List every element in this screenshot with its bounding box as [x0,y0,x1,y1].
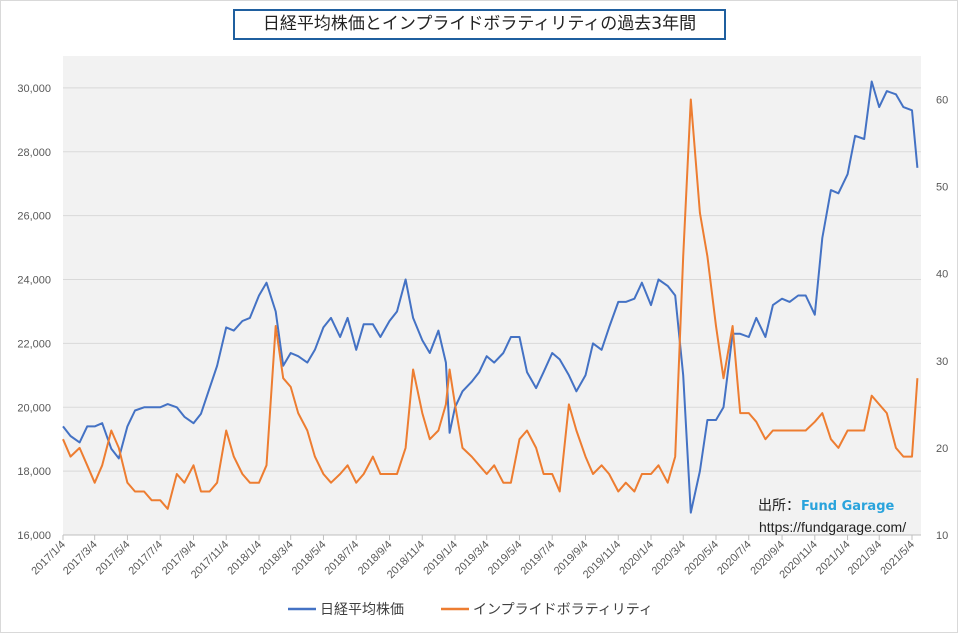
x-tick-label: 2017/3/4 [61,539,100,578]
y-right-tick-label: 30 [936,356,948,368]
implied-volatility-series-line [62,98,919,510]
x-tick-label: 2018/7/4 [323,539,362,578]
y-right-tick-label: 40 [936,269,948,281]
x-tick-label: 2018/5/4 [290,539,329,578]
y-left-tick-label: 16,000 [17,530,51,542]
y-left-tick-label: 30,000 [17,83,51,95]
x-tick-label: 2017/7/4 [127,539,166,578]
source-name: Fund Garage [801,499,895,514]
y-right-tick-label: 50 [936,182,948,194]
legend-label: インプライドボラティリティ [473,602,653,618]
chart-title: 日経平均株価とインプライドボラティリティの過去3年間 [233,9,726,40]
x-tick-label: 2019/7/4 [519,539,558,578]
y-left-tick-label: 20,000 [17,402,51,414]
legend-label: 日経平均株価 [320,602,404,618]
x-tick-label: 2017/5/4 [94,539,133,578]
y-right-tick-label: 60 [936,95,948,107]
y-left-tick-label: 18,000 [17,466,51,478]
x-tick-label: 2018/1/4 [225,539,264,578]
x-tick-label: 2020/5/4 [682,539,721,578]
y-left-tick-label: 26,000 [17,211,51,223]
x-tick-label: 2019/5/4 [486,539,525,578]
x-tick-label: 2021/5/4 [878,539,917,578]
source-label: 出所： [758,498,800,514]
y-left-tick-label: 24,000 [17,275,51,287]
plot-area [63,56,921,535]
x-tick-label: 2018/3/4 [257,539,296,578]
source-url[interactable]: https://fundgarage.com/ [759,519,906,535]
x-tick-label: 2020/1/4 [617,539,656,578]
y-left-tick-label: 22,000 [17,338,51,350]
x-tick-label: 2019/3/4 [453,539,492,578]
x-tick-label: 2021/3/4 [846,539,885,578]
x-tick-label: 2020/7/4 [715,539,754,578]
y-left-tick-label: 28,000 [17,147,51,159]
y-right-tick-label: 20 [936,443,948,455]
y-right-tick-label: 10 [936,530,948,542]
x-tick-label: 2020/3/4 [650,539,689,578]
nikkei-series-line [62,80,919,514]
